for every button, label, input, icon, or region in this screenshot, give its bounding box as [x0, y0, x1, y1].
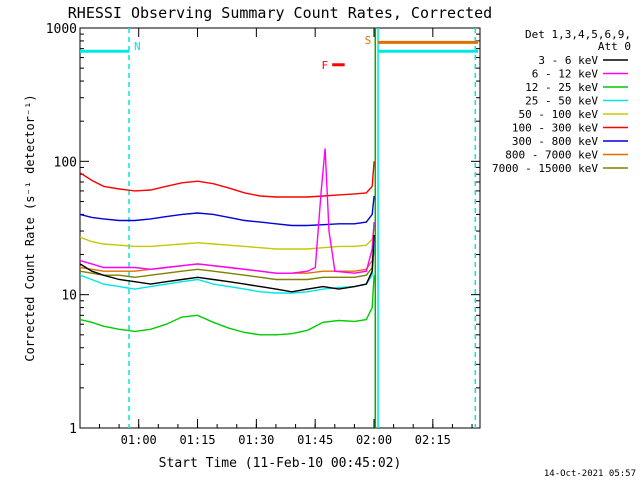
series-line-12-25-kev — [79, 275, 375, 336]
flare-marker-label: F — [322, 59, 329, 72]
legend-entry: 25 - 50 keV — [525, 95, 598, 108]
y-tick-label: 10 — [61, 289, 77, 304]
legend-entry: 12 - 25 keV — [525, 81, 598, 94]
y-tick-label: 100 — [54, 155, 77, 170]
x-tick-label: 01:30 — [238, 433, 274, 447]
legend-entry: 50 - 100 keV — [519, 108, 599, 121]
series-line-100-300-kev — [79, 161, 375, 198]
series-line-6-12-kev — [79, 148, 375, 274]
x-tick-label: 01:45 — [297, 433, 333, 447]
legend-header: Det 1,3,4,5,6,9, — [525, 28, 631, 41]
x-tick-label: 02:15 — [415, 433, 451, 447]
plot-area: 01:00 01:15 01:30 01:45 02:00 02:15 1 10 100 1000… — [46, 22, 481, 447]
series-line-300-800-kev — [79, 195, 375, 227]
legend-entry: 7000 - 15000 keV — [492, 162, 598, 175]
legend-entry: 100 - 300 keV — [512, 122, 598, 135]
x-tick-label: 01:15 — [179, 433, 215, 447]
series-line-3-6-kev — [79, 234, 375, 293]
series-lines — [79, 148, 375, 336]
series-line-7000-15000-kev — [79, 248, 375, 281]
axis-ticks: 01:00 01:15 01:30 01:45 02:00 02:15 1 10 100 1000 — [46, 22, 480, 447]
x-tick-label: 02:00 — [356, 433, 392, 447]
y-tick-label: 1000 — [46, 22, 77, 37]
x-tick-label: 01:00 — [121, 433, 157, 447]
x-axis-label: Start Time (11-Feb-10 00:45:02) — [159, 456, 402, 471]
night-marker-label: N — [134, 40, 141, 53]
legend-entry: 300 - 800 keV — [512, 135, 598, 148]
legend-entry: 3 - 6 keV — [538, 54, 598, 67]
legend-header: Att 0 — [598, 40, 631, 53]
legend-entry: 6 - 12 keV — [532, 68, 599, 81]
series-line-50-100-kev — [79, 227, 375, 250]
y-axis-label: Corrected Count Rate (s⁻¹ detector⁻¹) — [23, 94, 37, 361]
plot-frame — [79, 27, 481, 429]
flag-markers: F N S — [80, 28, 479, 428]
y-tick-label: 1 — [69, 422, 77, 437]
legend-entry: 800 - 7000 keV — [505, 149, 598, 162]
timestamp: 14-Oct-2021 05:57 — [544, 469, 636, 479]
chart-title: RHESSI Observing Summary Count Rates, Co… — [68, 4, 492, 22]
series-line-25-50-kev — [79, 243, 375, 294]
saa-marker-label: S — [365, 34, 372, 47]
